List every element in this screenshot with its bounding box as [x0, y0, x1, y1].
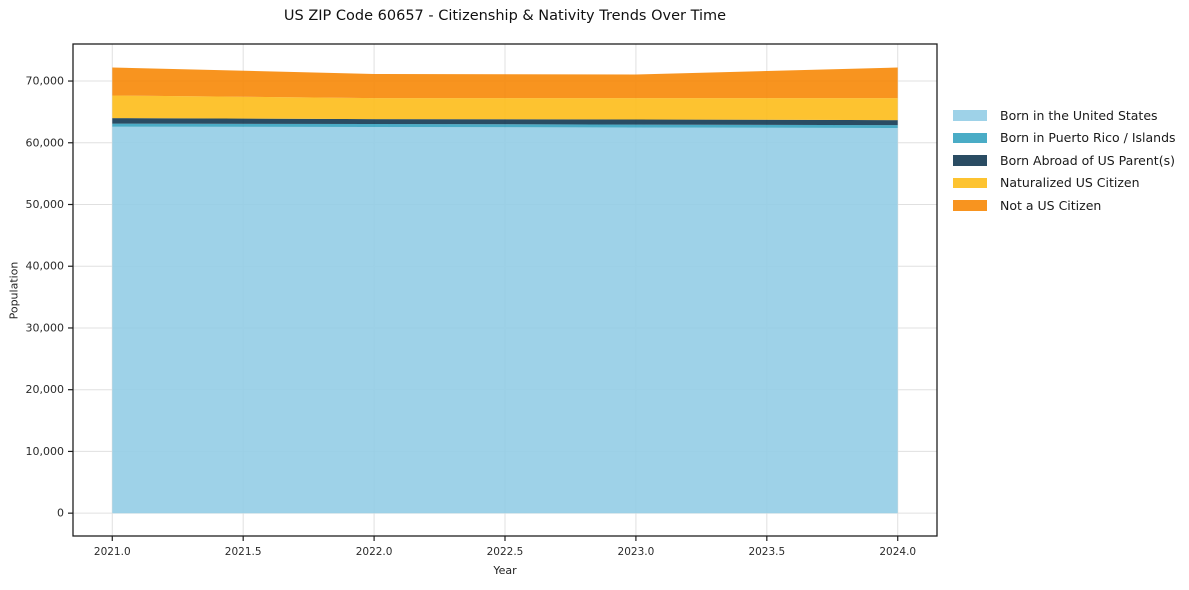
- y-tick-label: 40,000: [26, 260, 65, 273]
- legend-swatch-icon: [953, 200, 987, 211]
- x-tick-label: 2021.5: [225, 546, 262, 558]
- legend-swatch-icon: [953, 132, 987, 143]
- area-band: [112, 67, 898, 99]
- legend-swatch-icon: [953, 110, 987, 121]
- legend-item: Born Abroad of US Parent(s): [953, 149, 1176, 172]
- legend-item: Born in the United States: [953, 104, 1176, 127]
- legend-item: Naturalized US Citizen: [953, 172, 1176, 195]
- legend-label: Born in the United States: [1000, 107, 1158, 123]
- legend-label: Born in Puerto Rico / Islands: [1000, 130, 1176, 146]
- legend-label: Not a US Citizen: [1000, 197, 1102, 213]
- y-tick-label: 50,000: [26, 198, 65, 211]
- legend-item: Born in Puerto Rico / Islands: [953, 127, 1176, 150]
- y-tick-label: 10,000: [26, 445, 65, 458]
- x-tick-label: 2021.0: [94, 546, 131, 558]
- y-tick-label: 70,000: [26, 75, 65, 88]
- legend-label: Born Abroad of US Parent(s): [1000, 152, 1175, 168]
- legend-label: Naturalized US Citizen: [1000, 175, 1140, 191]
- area-band: [112, 95, 898, 121]
- x-tick-label: 2022.0: [356, 546, 393, 558]
- y-tick-label: 30,000: [26, 321, 65, 334]
- x-tick-label: 2022.5: [487, 546, 524, 558]
- area-band: [112, 126, 898, 514]
- legend: Born in the United States Born in Puerto …: [953, 104, 1176, 217]
- x-tick-label: 2023.0: [618, 546, 655, 558]
- x-tick-label: 2023.5: [748, 546, 785, 558]
- y-tick-label: 20,000: [26, 383, 65, 396]
- area-band: [112, 123, 898, 128]
- legend-swatch-icon: [953, 155, 987, 166]
- y-tick-label: 60,000: [26, 136, 65, 149]
- chart-title: US ZIP Code 60657 - Citizenship & Nativi…: [283, 8, 727, 24]
- legend-swatch-icon: [953, 177, 987, 188]
- y-tick-label: 0: [57, 507, 64, 520]
- x-tick-label: 2024.0: [879, 546, 916, 558]
- legend-item: Not a US Citizen: [953, 194, 1176, 217]
- area-band: [112, 118, 898, 126]
- x-axis-label: Year: [493, 564, 517, 577]
- y-axis-label: Population: [7, 261, 21, 320]
